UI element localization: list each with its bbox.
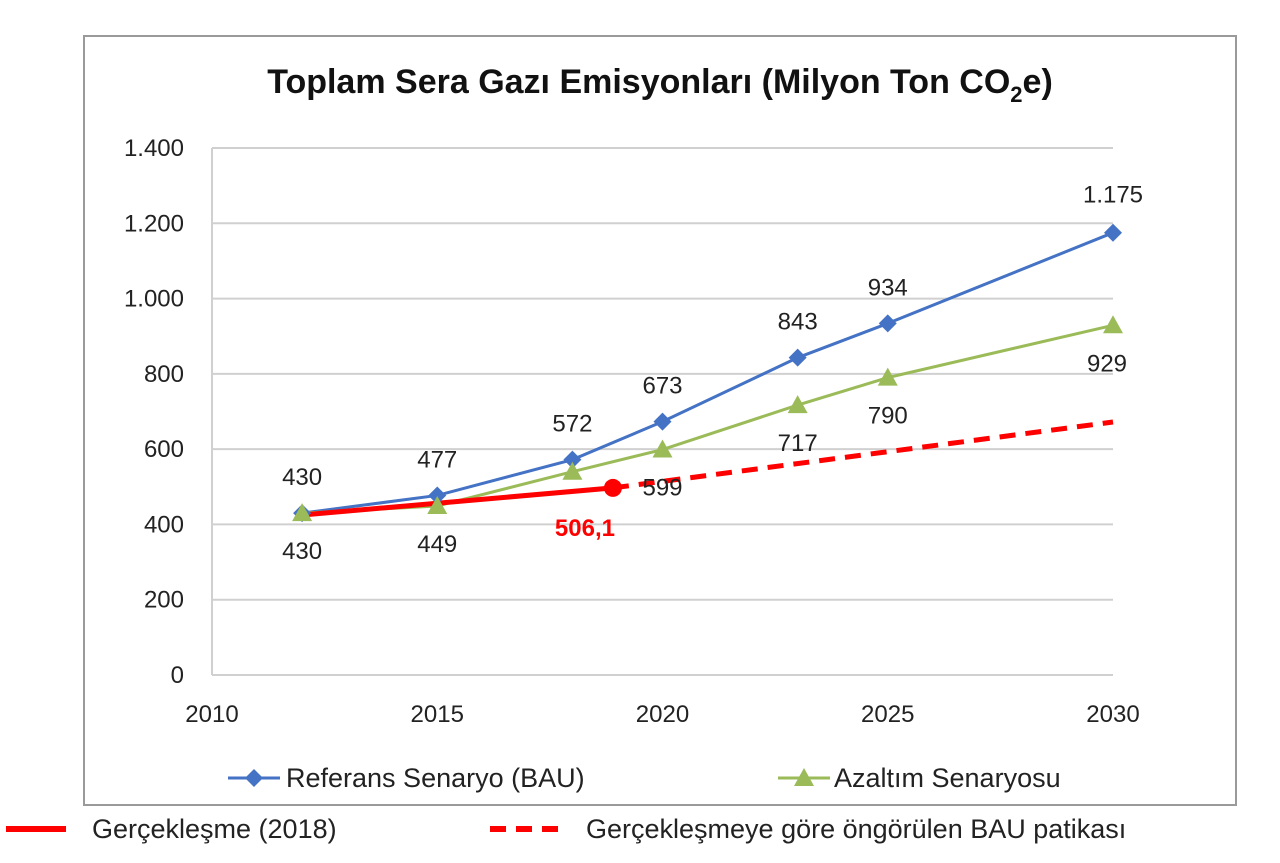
y-tick-label: 800	[144, 361, 184, 388]
series-1-point	[427, 495, 448, 514]
series-line-1	[302, 323, 1114, 515]
series-1-point	[652, 439, 673, 458]
series-line-2	[301, 485, 614, 518]
y-tick-label: 400	[144, 511, 184, 538]
y-tick-label: 200	[144, 587, 184, 614]
mitigation-data-label: 717	[778, 430, 818, 457]
series-0-point	[428, 486, 447, 505]
series-1-point	[1103, 315, 1123, 334]
x-tick-label: 2020	[636, 701, 689, 728]
bau-data-label: 843	[778, 309, 818, 336]
y-tick-label: 1.200	[124, 210, 184, 237]
x-tick-label: 2025	[861, 701, 914, 728]
mitigation-data-label: 790	[868, 403, 908, 430]
mitigation-data-label: 449	[417, 531, 457, 558]
y-tick-label: 1.400	[124, 135, 184, 162]
bau-data-label: 934	[868, 274, 908, 301]
bau-data-label: 477	[417, 446, 457, 473]
series-1-point	[562, 461, 583, 480]
y-tick-label: 600	[144, 436, 184, 463]
series-1-point	[292, 503, 313, 522]
y-tick-label: 0	[171, 662, 184, 689]
legend-actual-label: Gerçekleşme (2018)	[92, 814, 337, 844]
legend-projected-label: Gerçekleşmeye göre öngörülen BAU patikas…	[586, 814, 1126, 844]
legend-mitigation-label: Azaltım Senaryosu	[834, 763, 1061, 793]
mitigation-data-label: 599	[642, 475, 682, 502]
legend-bau-label: Referans Senaryo (BAU)	[286, 763, 585, 793]
chart-title-main: Toplam Sera Gazı Emisyonları (Milyon Ton…	[267, 63, 1010, 101]
chart-title-subscript: 2	[1010, 82, 1022, 107]
mitigation-data-label: 430	[282, 538, 322, 565]
bau-data-label: 673	[642, 373, 682, 400]
series-1-point	[787, 395, 808, 414]
mitigation-data-label: 929	[1087, 350, 1127, 377]
series-0-point	[563, 450, 582, 469]
x-tick-label: 2030	[1086, 701, 1139, 728]
actual-data-label: 506,1	[555, 515, 615, 542]
series-2-endpoint	[603, 478, 622, 497]
x-tick-label: 2010	[185, 701, 238, 728]
legend-mitigation-marker	[794, 768, 814, 786]
series-0-point	[878, 314, 897, 333]
series-1-point	[877, 367, 898, 386]
legend-bau-marker	[245, 769, 263, 787]
bau-data-label: 430	[282, 464, 322, 491]
y-tick-label: 1.000	[124, 286, 184, 313]
bau-data-label: 572	[552, 411, 592, 438]
bau-data-label: 1.175	[1083, 182, 1143, 209]
chart-title: Toplam Sera Gazı Emisyonları (Milyon Ton…	[267, 63, 1053, 107]
series-0-point	[1104, 223, 1122, 242]
series-0-point	[653, 412, 672, 431]
series-line-3	[612, 419, 1114, 491]
series-0-point	[788, 348, 807, 367]
chart-title-suffix: e)	[1023, 63, 1053, 101]
x-tick-label: 2015	[411, 701, 464, 728]
